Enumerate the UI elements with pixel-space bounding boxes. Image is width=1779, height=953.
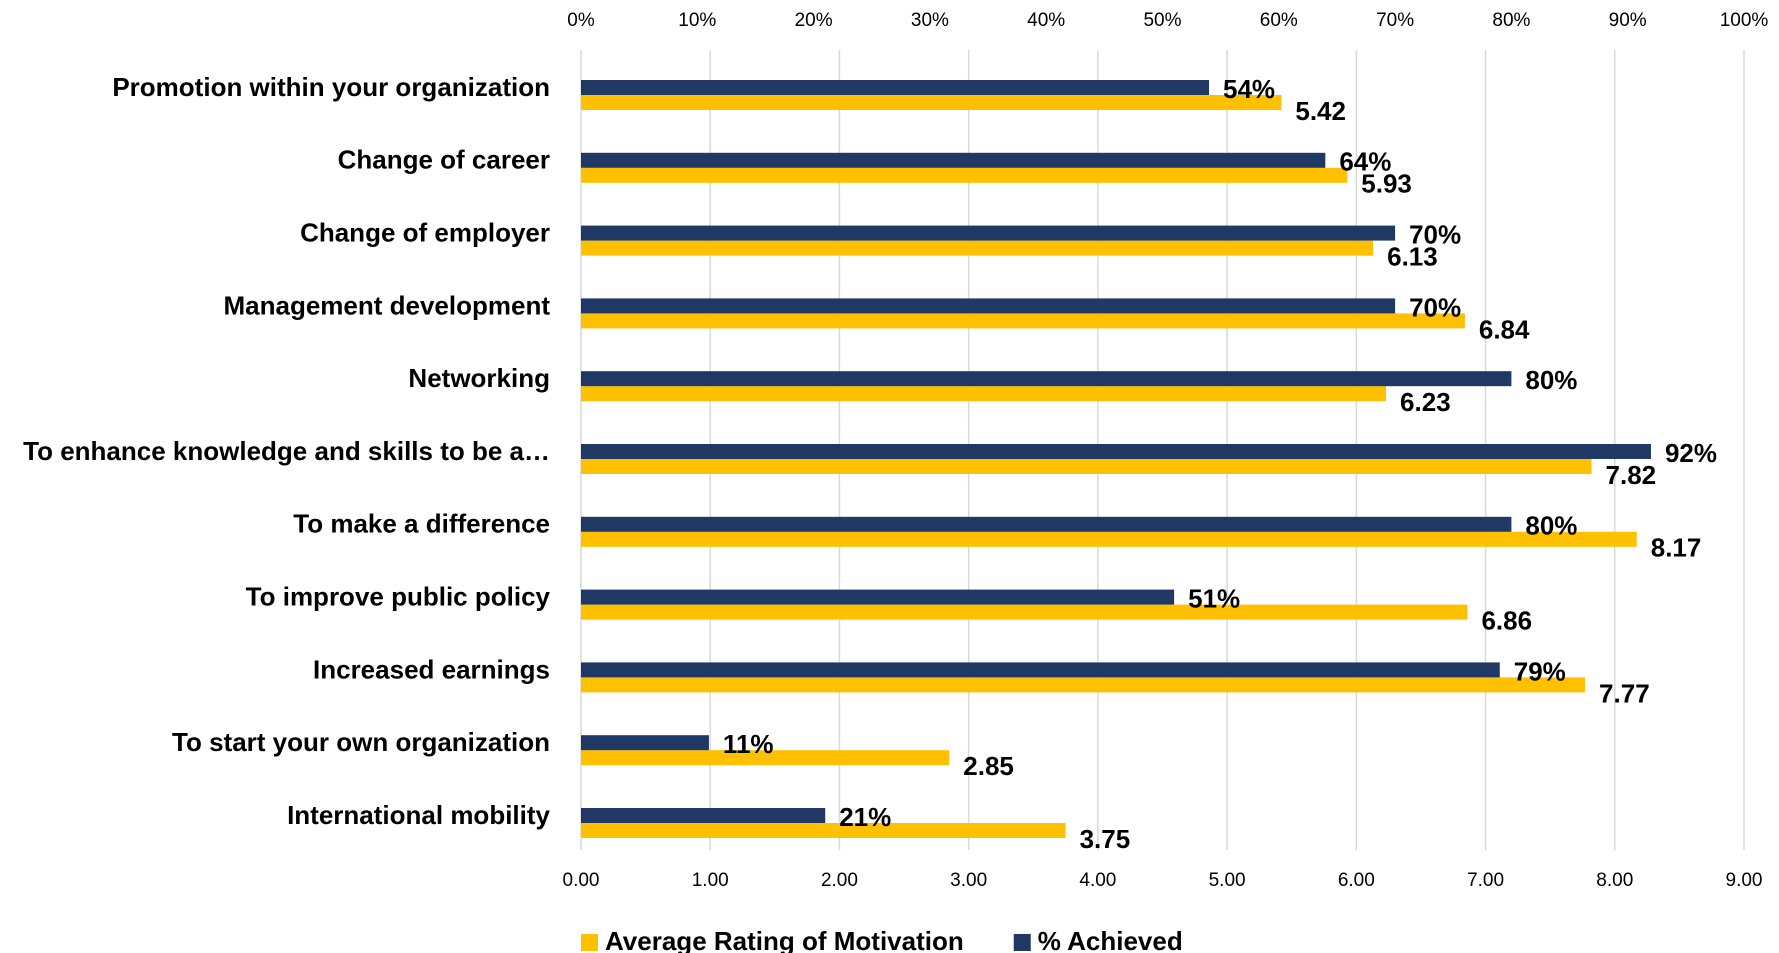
x2-tick-label: 10% <box>678 10 716 31</box>
category-label: To make a difference <box>293 509 550 539</box>
x-tick-label: 1.00 <box>692 870 729 891</box>
bar <box>581 823 1066 838</box>
data-label: 6.84 <box>1479 314 1530 344</box>
x-tick-label: 0.00 <box>563 870 600 891</box>
data-label: 11% <box>723 729 774 759</box>
data-label: 64% <box>1339 147 1391 177</box>
data-label: 5.42 <box>1295 96 1346 126</box>
x2-tick-label: 20% <box>795 10 833 31</box>
x-tick-label: 9.00 <box>1726 870 1763 891</box>
data-label: 6.13 <box>1387 241 1438 271</box>
bar <box>581 386 1387 402</box>
bar <box>581 531 1637 547</box>
data-label: 80% <box>1525 511 1577 541</box>
x2-tick-label: 0% <box>567 10 595 31</box>
bar <box>581 735 709 751</box>
bar <box>581 662 1500 678</box>
bar <box>581 516 1512 532</box>
bar <box>581 152 1326 168</box>
bar <box>581 444 1651 459</box>
data-label: 8.17 <box>1651 533 1702 563</box>
category-label: To improve public policy <box>246 581 551 611</box>
x2-tick-label: 40% <box>1027 10 1065 31</box>
bar <box>581 240 1374 256</box>
bar <box>581 677 1586 693</box>
data-label: 54% <box>1223 74 1275 104</box>
category-label: International mobility <box>287 800 550 830</box>
data-label: 80% <box>1525 365 1577 395</box>
bar <box>581 80 1210 95</box>
bar <box>581 750 950 766</box>
data-label: 6.23 <box>1400 387 1451 417</box>
data-label: 7.77 <box>1599 678 1650 708</box>
x2-tick-label: 60% <box>1260 10 1298 31</box>
category-label: Networking <box>408 363 550 393</box>
data-label: 21% <box>839 802 891 832</box>
data-label: 2.85 <box>963 751 1014 781</box>
x-tick-label: 2.00 <box>821 870 858 891</box>
data-label: 70% <box>1409 219 1461 249</box>
x-tick-label: 8.00 <box>1596 870 1633 891</box>
x-tick-label: 6.00 <box>1338 870 1375 891</box>
x2-tick-label: 100% <box>1720 10 1769 31</box>
bar <box>581 808 826 823</box>
data-label: 51% <box>1188 583 1240 613</box>
x-tick-label: 3.00 <box>950 870 987 891</box>
bar <box>581 225 1396 241</box>
category-label: Increased earnings <box>313 654 550 684</box>
x-tick-label: 5.00 <box>1209 870 1246 891</box>
x2-tick-label: 80% <box>1492 10 1530 31</box>
data-label: 79% <box>1514 656 1566 686</box>
data-label: 5.93 <box>1361 169 1412 199</box>
x-tick-label: 4.00 <box>1079 870 1116 891</box>
bar <box>581 298 1396 314</box>
data-label: 92% <box>1665 438 1717 468</box>
category-label: To start your own organization <box>172 727 550 757</box>
legend-label: % Achieved <box>1038 926 1183 953</box>
category-label: Change of employer <box>300 217 550 247</box>
data-label: 6.86 <box>1481 605 1532 635</box>
bar <box>581 95 1282 110</box>
x2-tick-label: 30% <box>911 10 949 31</box>
category-label: Promotion within your organization <box>112 72 550 102</box>
bar <box>581 313 1465 329</box>
category-label: To enhance knowledge and skills to be a… <box>23 436 550 466</box>
legend-swatch <box>581 934 598 951</box>
x2-tick-label: 50% <box>1143 10 1181 31</box>
bar <box>581 167 1348 183</box>
legend-swatch <box>1013 934 1031 951</box>
data-label: 70% <box>1409 292 1461 322</box>
x2-tick-label: 90% <box>1609 10 1647 31</box>
bar <box>581 371 1512 387</box>
bar <box>581 604 1468 620</box>
category-label: Change of career <box>338 145 550 175</box>
bar <box>581 459 1592 474</box>
x-tick-label: 7.00 <box>1467 870 1504 891</box>
legend-label: Average Rating of Motivation <box>605 926 964 953</box>
bar <box>581 589 1175 605</box>
data-label: 3.75 <box>1080 824 1131 854</box>
x2-tick-label: 70% <box>1376 10 1414 31</box>
category-label: Management development <box>223 290 550 320</box>
data-label: 7.82 <box>1606 460 1657 490</box>
